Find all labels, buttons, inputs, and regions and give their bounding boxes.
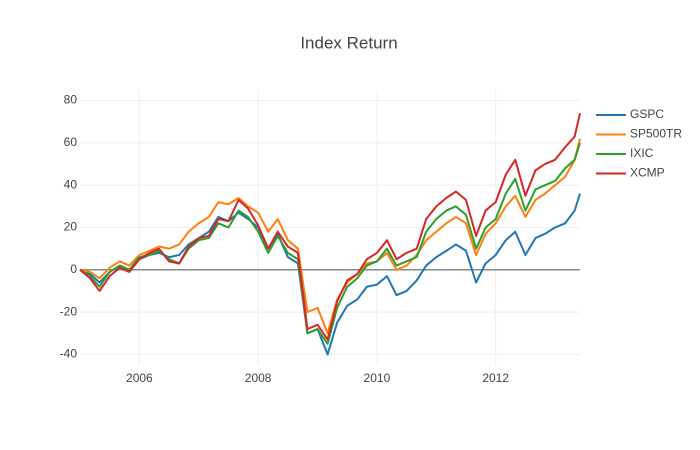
legend-label: SP500TR — [630, 127, 682, 141]
legend-label: XCMP — [630, 166, 665, 180]
y-tick-label: 0 — [70, 262, 77, 276]
y-tick-label: -20 — [60, 304, 78, 318]
x-tick-label: 2008 — [245, 371, 272, 385]
y-tick-label: 80 — [64, 93, 78, 107]
series-line — [79, 113, 581, 341]
legend-label: GSPC — [630, 107, 664, 121]
x-tick-label: 2012 — [482, 371, 509, 385]
y-tick-label: 20 — [64, 220, 78, 234]
y-tick-label: 60 — [64, 135, 78, 149]
y-tick-label: -40 — [60, 347, 78, 361]
legend-label: IXIC — [630, 146, 654, 160]
chart-title: Index Return — [300, 33, 397, 52]
series-line — [79, 142, 581, 345]
series-line — [79, 138, 581, 335]
x-tick-label: 2010 — [364, 371, 391, 385]
x-tick-label: 2006 — [126, 371, 153, 385]
y-tick-label: 40 — [64, 177, 78, 191]
